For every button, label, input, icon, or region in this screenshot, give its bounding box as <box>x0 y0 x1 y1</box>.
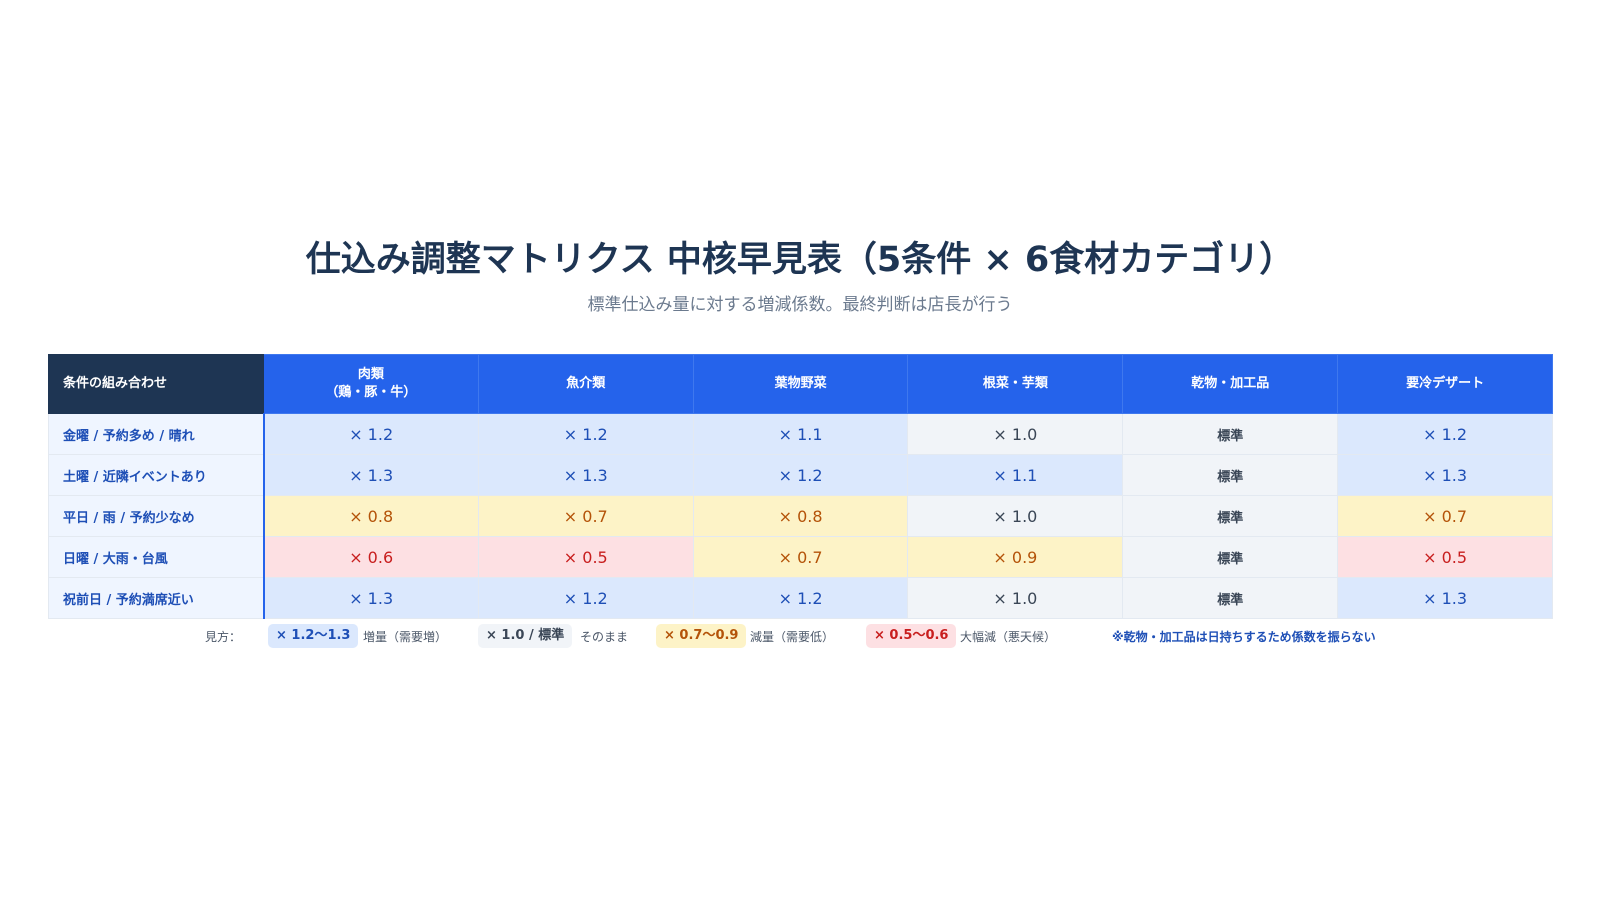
column-header-chilled-dessert: 要冷デザート <box>1337 354 1553 414</box>
coefficient-cell: × 1.3 <box>1337 577 1553 619</box>
coefficient-cell: × 1.2 <box>1337 413 1553 455</box>
coefficient-cell: × 1.0 <box>907 577 1124 619</box>
coefficient-cell: × 1.3 <box>1337 454 1553 496</box>
table-row: 平日 / 雨 / 予約少なめ × 0.8 × 0.7 × 0.8 × 1.0 標… <box>48 495 1553 537</box>
legend: 見方： × 1.2〜1.3 増量（需要増） × 1.0 / 標準 そのまま × … <box>0 624 1600 650</box>
coefficient-cell: 標準 <box>1122 454 1339 496</box>
row-label: 平日 / 雨 / 予約少なめ <box>48 495 265 537</box>
coefficient-cell: 標準 <box>1122 536 1339 578</box>
column-header-meat: 肉類 （鶏・豚・牛） <box>263 354 479 414</box>
column-header-root-vegetables: 根菜・芋類 <box>907 354 1124 414</box>
corner-header: 条件の組み合わせ <box>48 354 264 414</box>
column-header-leafy-vegetables: 葉物野菜 <box>692 354 909 414</box>
column-header-seafood: 魚介類 <box>477 354 694 414</box>
coefficient-cell: × 1.3 <box>477 454 694 496</box>
column-header-dried-processed: 乾物・加工品 <box>1122 354 1339 414</box>
coefficient-cell: × 0.8 <box>692 495 909 537</box>
coefficient-cell: × 0.5 <box>1337 536 1553 578</box>
coefficient-cell: × 1.2 <box>477 577 694 619</box>
coefficient-cell: 標準 <box>1122 413 1339 455</box>
page-title: 仕込み調整マトリクス 中核早見表（5条件 × 6食材カテゴリ） <box>305 240 1295 280</box>
adjustment-matrix-table: 条件の組み合わせ 肉類 （鶏・豚・牛） 魚介類 葉物野菜 根菜・芋類 乾物・加工… <box>48 354 1553 619</box>
coefficient-cell: × 0.7 <box>477 495 694 537</box>
legend-heading: 見方： <box>205 630 242 644</box>
coefficient-cell: × 1.1 <box>692 413 909 455</box>
coefficient-cell: × 1.3 <box>263 454 479 496</box>
page-subtitle: 標準仕込み量に対する増減係数。最終判断は店長が行う <box>587 295 1013 315</box>
legend-chip-increase: × 1.2〜1.3 <box>268 624 359 648</box>
legend-chip-standard: × 1.0 / 標準 <box>478 624 573 648</box>
table-row: 日曜 / 大雨・台風 × 0.6 × 0.5 × 0.7 × 0.9 標準 × … <box>48 536 1553 578</box>
coefficient-cell: × 0.6 <box>263 536 479 578</box>
legend-note: ※乾物・加工品は日持ちするため係数を振らない <box>1112 630 1376 644</box>
coefficient-cell: × 0.7 <box>1337 495 1553 537</box>
table-row: 金曜 / 予約多め / 晴れ × 1.2 × 1.2 × 1.1 × 1.0 標… <box>48 413 1553 455</box>
table-header-row: 条件の組み合わせ 肉類 （鶏・豚・牛） 魚介類 葉物野菜 根菜・芋類 乾物・加工… <box>48 354 1553 414</box>
legend-chip-big-decrease: × 0.5〜0.6 <box>866 624 957 648</box>
coefficient-cell: × 0.5 <box>477 536 694 578</box>
row-label: 金曜 / 予約多め / 晴れ <box>48 413 265 455</box>
legend-desc-big-decrease: 大幅減（悪天候） <box>960 630 1057 644</box>
table-row: 祝前日 / 予約満席近い × 1.3 × 1.2 × 1.2 × 1.0 標準 … <box>48 577 1553 619</box>
coefficient-cell: × 1.2 <box>263 413 479 455</box>
legend-desc-standard: そのまま <box>580 630 629 644</box>
coefficient-cell: × 1.0 <box>907 413 1124 455</box>
coefficient-cell: 標準 <box>1122 495 1339 537</box>
table-row: 土曜 / 近隣イベントあり × 1.3 × 1.3 × 1.2 × 1.1 標準… <box>48 454 1553 496</box>
coefficient-cell: × 0.7 <box>692 536 909 578</box>
coefficient-cell: 標準 <box>1122 577 1339 619</box>
row-label: 祝前日 / 予約満席近い <box>48 577 265 619</box>
coefficient-cell: × 0.8 <box>263 495 479 537</box>
coefficient-cell: × 1.0 <box>907 495 1124 537</box>
coefficient-cell: × 1.2 <box>692 577 909 619</box>
coefficient-cell: × 1.2 <box>692 454 909 496</box>
coefficient-cell: × 0.9 <box>907 536 1124 578</box>
coefficient-cell: × 1.1 <box>907 454 1124 496</box>
legend-desc-increase: 増量（需要増） <box>363 630 448 644</box>
row-label: 土曜 / 近隣イベントあり <box>48 454 265 496</box>
legend-chip-decrease: × 0.7〜0.9 <box>656 624 747 648</box>
coefficient-cell: × 1.2 <box>477 413 694 455</box>
row-label: 日曜 / 大雨・台風 <box>48 536 265 578</box>
legend-desc-decrease: 減量（需要低） <box>750 630 835 644</box>
coefficient-cell: × 1.3 <box>263 577 479 619</box>
